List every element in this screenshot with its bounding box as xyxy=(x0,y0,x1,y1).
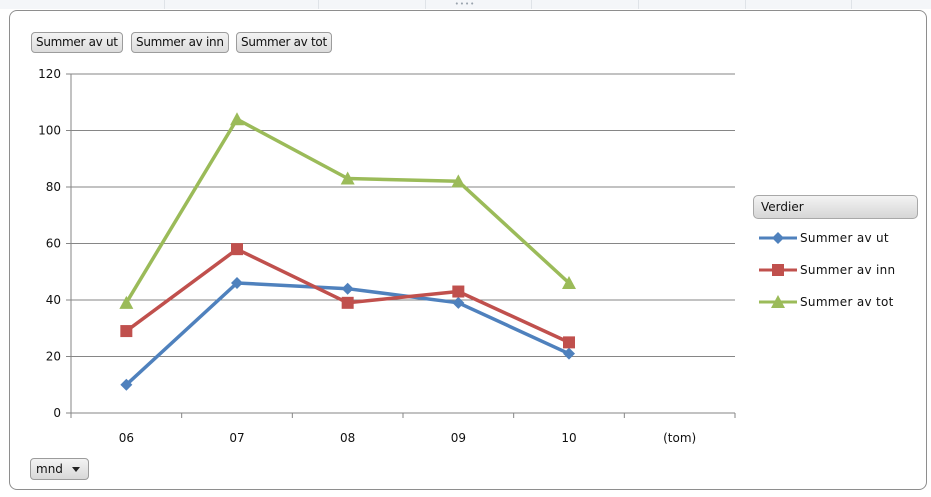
series-line xyxy=(125,247,570,344)
data-point xyxy=(563,347,575,360)
diamond-marker-icon xyxy=(759,232,797,244)
y-tick-label: 0 xyxy=(53,406,61,420)
axis-field-label: mnd xyxy=(36,462,63,476)
chevron-down-icon[interactable] xyxy=(72,467,80,472)
sheet-column-divider xyxy=(164,0,165,9)
data-point xyxy=(451,174,466,188)
data-point xyxy=(341,296,354,309)
data-point xyxy=(563,336,575,349)
data-point xyxy=(452,285,465,298)
x-tick-label: 08 xyxy=(340,431,355,445)
gridlines xyxy=(71,73,735,357)
legend-item-summer-av-inn: Summer av inn xyxy=(754,261,924,279)
field-button-summer-av-inn[interactable]: Summer av inn xyxy=(131,32,229,53)
legend-title-verdier[interactable]: Verdier xyxy=(753,195,918,219)
legend-label: Summer av inn xyxy=(800,263,896,277)
sheet-column-divider xyxy=(851,0,852,9)
sheet-column-divider xyxy=(425,0,426,9)
axes: 0 20 40 60 80 100 120 06 07 08 09 10 (tom) xyxy=(38,67,736,445)
series-line xyxy=(124,117,571,304)
resize-grip-icon[interactable]: •••• xyxy=(454,0,476,8)
legend-label: Summer av ut xyxy=(800,231,889,245)
y-tick-label: 80 xyxy=(46,180,61,194)
x-tick-label: 06 xyxy=(119,431,134,445)
y-tick-label: 20 xyxy=(46,350,61,364)
data-point xyxy=(120,325,133,338)
data-point xyxy=(231,277,243,290)
sheet-column-divider xyxy=(531,0,532,9)
x-tick-label: (tom) xyxy=(663,431,696,445)
legend-item-summer-av-ut: Summer av ut xyxy=(754,229,924,247)
field-button-summer-av-ut[interactable]: Summer av ut xyxy=(31,32,123,53)
x-tick-label: 07 xyxy=(229,431,244,445)
y-tick-label: 40 xyxy=(46,293,61,307)
sheet-column-divider xyxy=(745,0,746,9)
triangle-marker-icon xyxy=(759,295,797,308)
series-lines xyxy=(119,112,576,391)
square-marker-icon xyxy=(759,264,797,276)
y-tick-label: 120 xyxy=(38,67,61,81)
data-point xyxy=(452,296,465,309)
x-tick-label: 10 xyxy=(561,431,576,445)
field-button-summer-av-tot[interactable]: Summer av tot xyxy=(236,32,332,53)
pivot-chart-frame[interactable] xyxy=(9,10,927,490)
data-point xyxy=(231,243,243,256)
legend-item-summer-av-tot: Summer av tot xyxy=(754,293,924,311)
data-point xyxy=(120,378,133,391)
data-point xyxy=(340,171,355,185)
sheet-column-divider xyxy=(318,0,319,9)
legend-label: Summer av tot xyxy=(800,295,894,309)
axis-field-button-mnd[interactable]: mnd xyxy=(30,458,89,480)
y-tick-label: 60 xyxy=(46,237,61,251)
y-tick-label: 100 xyxy=(38,124,61,138)
sheet-column-divider xyxy=(638,0,639,9)
data-point xyxy=(341,282,354,295)
x-tick-label: 09 xyxy=(451,431,466,445)
data-point xyxy=(119,295,134,309)
data-point xyxy=(230,112,244,126)
data-point xyxy=(562,276,576,290)
